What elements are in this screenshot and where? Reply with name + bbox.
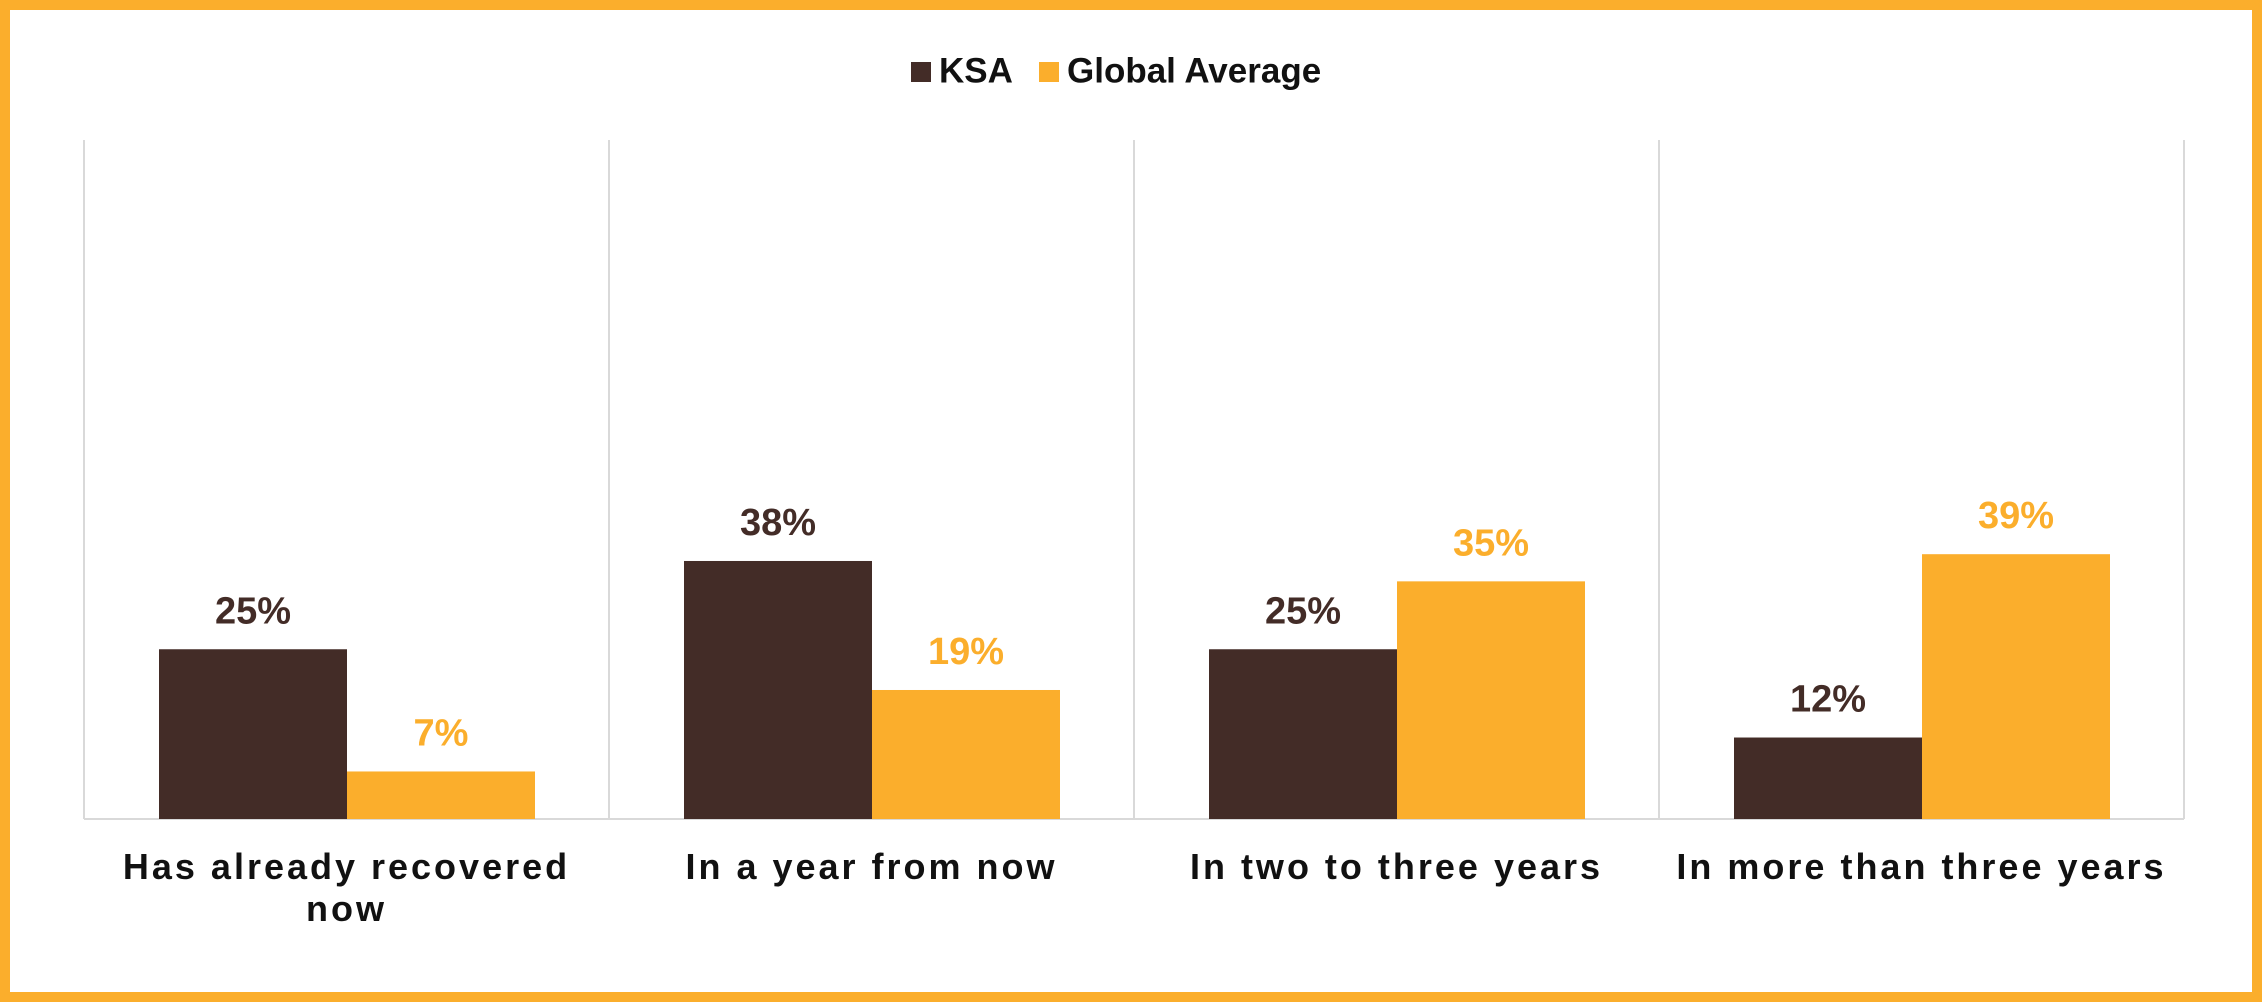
bar	[1209, 649, 1397, 819]
value-label: 25%	[1265, 590, 1341, 632]
value-label: 38%	[740, 502, 816, 544]
value-label: 39%	[1978, 495, 2054, 537]
value-label: 7%	[414, 713, 469, 755]
bar	[347, 771, 535, 819]
legend-swatch	[1039, 62, 1059, 82]
bar	[872, 689, 1060, 819]
bar	[1922, 554, 2110, 819]
x-tick-label: In a year from now	[685, 846, 1058, 887]
value-label: 19%	[928, 631, 1004, 673]
bar	[1397, 581, 1585, 819]
bar	[159, 649, 347, 819]
value-label: 35%	[1453, 522, 1529, 564]
x-tick-label: Has already recovered now	[122, 846, 571, 929]
bar	[684, 560, 872, 819]
bar	[1734, 737, 1922, 819]
legend-label: KSA	[939, 51, 1013, 90]
value-label: 25%	[215, 590, 291, 632]
x-tick-label: In more than three years	[1676, 846, 2167, 887]
legend-label: Global Average	[1067, 51, 1321, 90]
value-label: 12%	[1790, 679, 1866, 721]
x-tick-label: In two to three years	[1189, 846, 1604, 887]
legend-swatch	[911, 62, 931, 82]
